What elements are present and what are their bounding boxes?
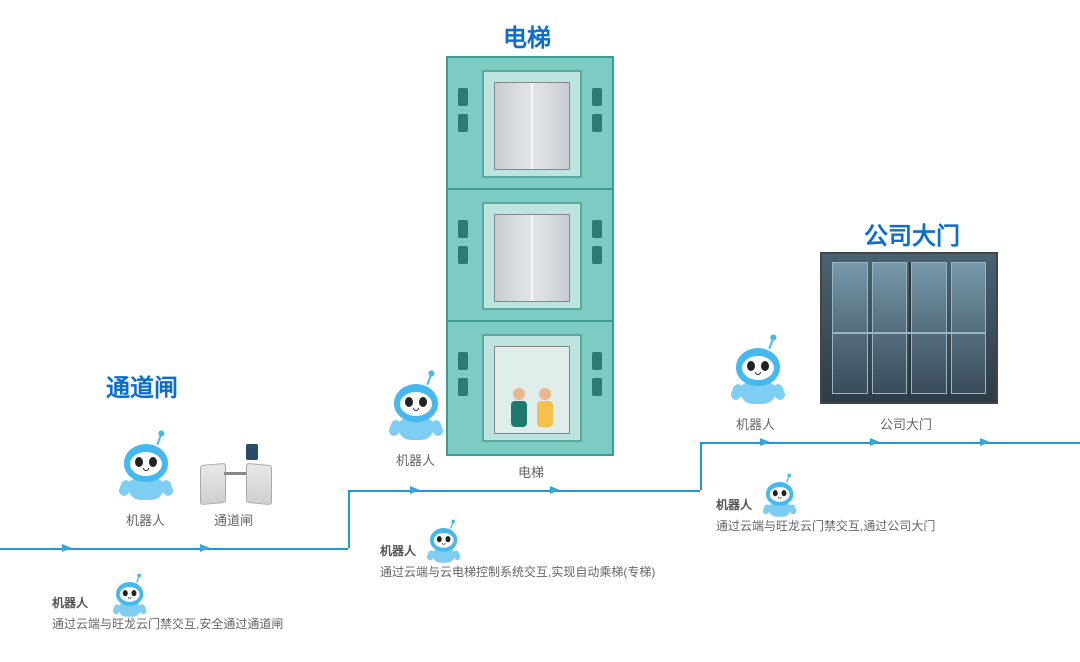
robot-3 xyxy=(736,348,780,404)
robot-2 xyxy=(394,384,438,440)
arrow-icon xyxy=(200,544,210,552)
desc-gate: 机器人 通过云端与旺龙云门禁交互,安全通过通道闸 xyxy=(52,594,283,634)
arrow-icon xyxy=(62,544,72,552)
desc-elevator: 机器人 通过云端与云电梯控制系统交互,实现自动乘梯(专梯) xyxy=(380,542,655,582)
label-elevator: 电梯 xyxy=(518,462,544,481)
label-robot-2: 机器人 xyxy=(396,450,435,469)
path-seg xyxy=(700,442,1080,444)
label-robot-3: 机器人 xyxy=(736,414,775,433)
title-company-door: 公司大门 xyxy=(864,216,960,251)
arrow-icon xyxy=(980,438,990,446)
path-seg xyxy=(348,490,350,548)
arrow-icon xyxy=(870,438,880,446)
label-gate: 通道闸 xyxy=(214,510,253,529)
gate-graphic xyxy=(200,450,272,504)
path-seg xyxy=(348,490,700,492)
desc-door: 机器人 通过云端与旺龙云门禁交互,通过公司大门 xyxy=(716,496,935,536)
title-elevator: 电梯 xyxy=(503,18,551,53)
path-seg xyxy=(700,442,702,490)
arrow-icon xyxy=(550,486,560,494)
title-gate: 通道闸 xyxy=(106,368,178,403)
company-door-graphic xyxy=(820,252,998,404)
label-robot-1: 机器人 xyxy=(126,510,165,529)
robot-1 xyxy=(124,444,168,500)
elevator-building xyxy=(446,56,614,456)
path-seg xyxy=(0,548,348,550)
arrow-icon xyxy=(410,486,420,494)
label-company-door: 公司大门 xyxy=(880,414,932,433)
arrow-icon xyxy=(760,438,770,446)
